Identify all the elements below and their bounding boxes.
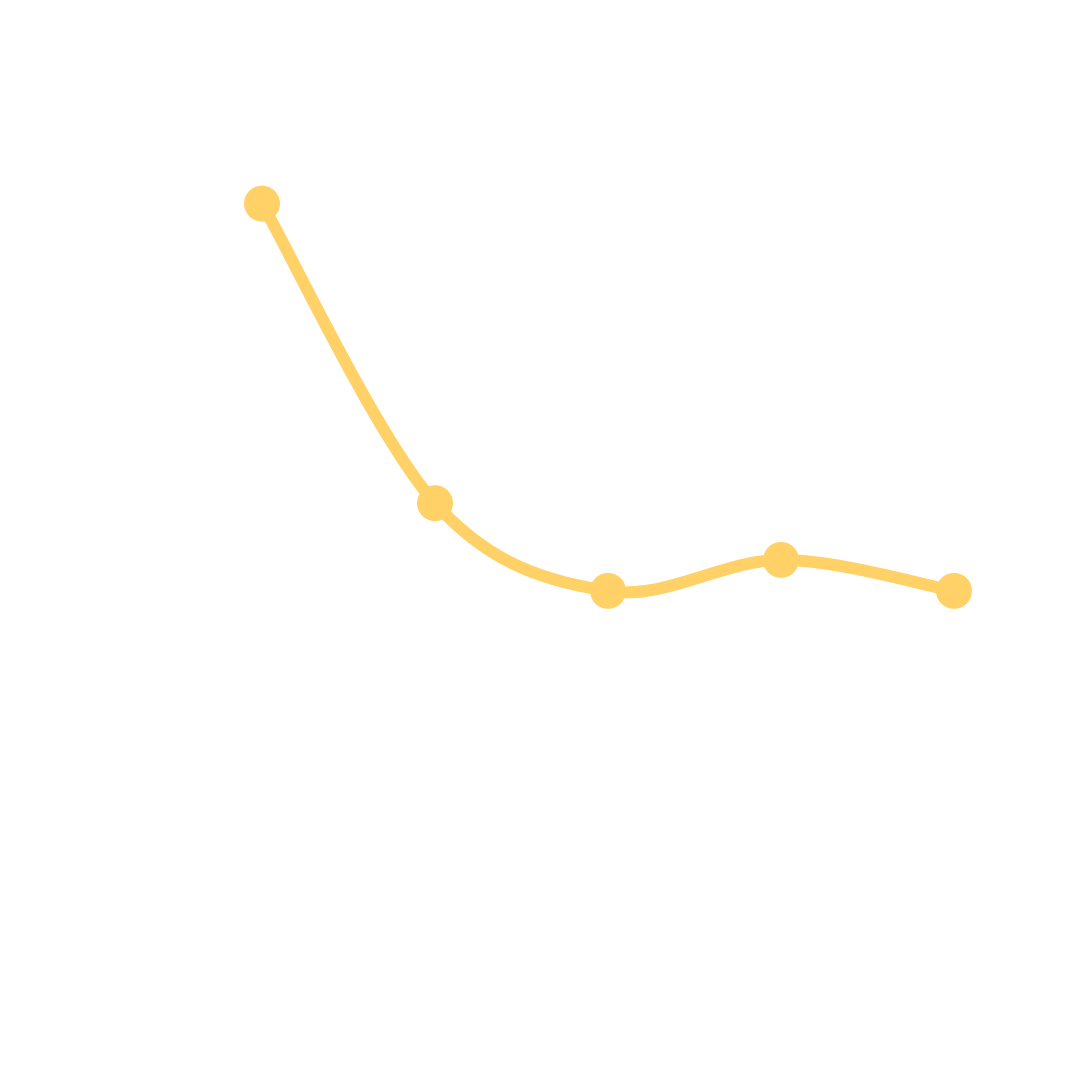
data-point-0-3 — [763, 541, 799, 578]
points-layer — [244, 185, 972, 609]
series-line-0 — [256, 197, 960, 599]
series-layer — [256, 197, 960, 599]
data-point-0-4 — [936, 572, 972, 609]
data-point-0-1 — [417, 485, 453, 522]
data-point-0-2 — [590, 572, 626, 609]
data-point-0-0 — [244, 185, 280, 222]
